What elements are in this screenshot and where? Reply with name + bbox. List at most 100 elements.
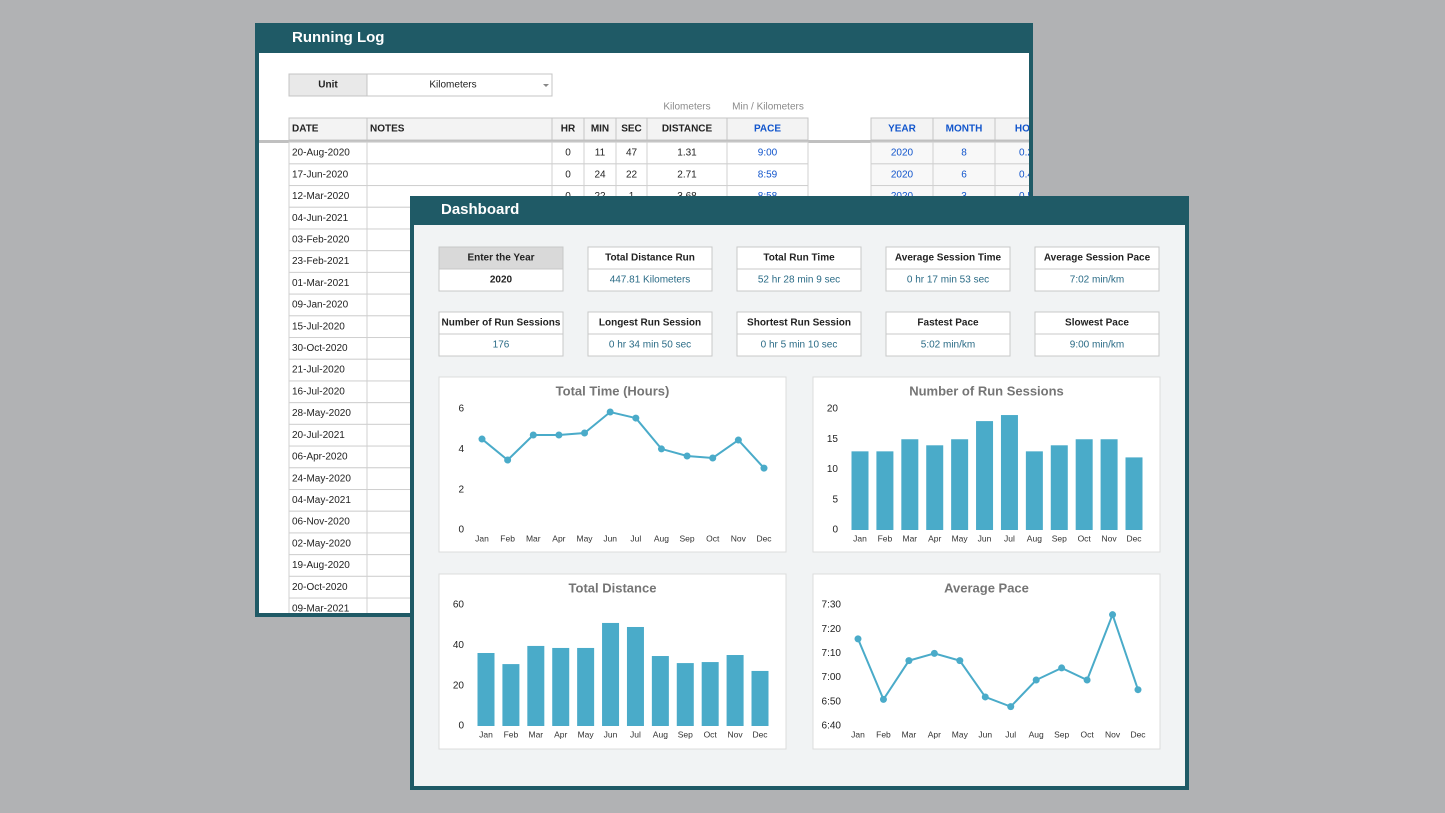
chart-title: Average Pace xyxy=(944,580,1029,595)
y-tick-label: 10 xyxy=(827,464,839,475)
point xyxy=(632,414,640,422)
cell-text: 1.31 xyxy=(677,148,697,159)
point xyxy=(529,431,537,439)
point xyxy=(1007,703,1015,711)
x-tick-label: May xyxy=(952,533,969,543)
cell-text: 0 xyxy=(565,148,571,159)
cell-text: 24 xyxy=(594,169,606,180)
bar xyxy=(901,439,919,530)
chart: Number of Run Sessions 0 5 10 15 20 Jan Feb Mar A… xyxy=(812,376,1161,553)
bar xyxy=(1050,445,1068,530)
x-tick-label: Aug xyxy=(1029,729,1044,739)
point xyxy=(956,657,964,665)
y-tick-label: 7:20 xyxy=(822,624,842,635)
cell-text: 02-May-2020 xyxy=(292,538,351,549)
card-value: 176 xyxy=(493,340,510,351)
y-tick-label: 0 xyxy=(458,525,464,536)
card-value: 9:00 min/km xyxy=(1070,340,1124,351)
card-value-cell xyxy=(587,268,713,292)
card-value-cell[interactable] xyxy=(438,268,564,292)
column-header: HR xyxy=(561,124,576,135)
column-header: MIN xyxy=(591,124,609,135)
distance-unit: Kilometers xyxy=(663,102,710,113)
x-tick-label: Dec xyxy=(756,533,772,543)
column-header: DATE xyxy=(292,124,319,135)
column-header: DISTANCE xyxy=(662,124,713,135)
x-tick-label: May xyxy=(952,729,969,739)
cell-text: 20-Aug-2020 xyxy=(292,148,350,159)
point xyxy=(657,445,665,453)
x-tick-label: Oct xyxy=(706,533,720,543)
card-value-cell xyxy=(736,268,862,292)
column-header: PACE xyxy=(754,124,781,135)
unit-value[interactable]: Kilometers xyxy=(429,80,476,91)
x-tick-label: Dec xyxy=(752,729,768,739)
cell-text: 11 xyxy=(595,148,606,159)
card-value: 0 hr 5 min 10 sec xyxy=(761,340,838,351)
bar xyxy=(527,645,545,726)
point xyxy=(1058,664,1066,672)
cell-text: 6 xyxy=(961,169,967,180)
x-tick-label: Sep xyxy=(1054,729,1069,739)
cell-text: 24-May-2020 xyxy=(292,473,351,484)
x-tick-label: Apr xyxy=(928,729,941,739)
card-value-cell xyxy=(1034,268,1160,292)
x-tick-label: Jul xyxy=(1005,729,1016,739)
bar xyxy=(602,622,620,726)
x-tick-label: Dec xyxy=(1130,729,1146,739)
y-tick-label: 20 xyxy=(827,404,839,415)
cell-text: 0 xyxy=(565,169,571,180)
x-tick-label: Mar xyxy=(902,729,917,739)
unit-dropdown[interactable] xyxy=(366,73,553,97)
point xyxy=(930,649,938,657)
card-label: Average Session Time xyxy=(895,253,1002,264)
point xyxy=(854,635,862,643)
card-value-cell xyxy=(438,333,564,357)
y-tick-label: 15 xyxy=(827,434,839,445)
card-value[interactable]: 2020 xyxy=(490,275,513,286)
card-label: Total Run Time xyxy=(763,253,835,264)
cell-text: 2020 xyxy=(891,169,914,180)
chart-title: Total Distance xyxy=(569,580,657,595)
chart-frame xyxy=(438,376,787,553)
x-tick-label: Feb xyxy=(876,729,891,739)
column-header: HOU xyxy=(1015,124,1037,135)
bar xyxy=(1025,451,1043,530)
x-tick-label: Dec xyxy=(1126,533,1142,543)
point xyxy=(879,695,887,703)
point xyxy=(478,435,486,443)
bar xyxy=(502,664,520,726)
bar xyxy=(951,439,969,530)
y-tick-label: 6:40 xyxy=(822,721,842,732)
cell-text: 16-Jul-2020 xyxy=(292,386,345,397)
card-value-cell xyxy=(736,333,862,357)
point xyxy=(981,693,989,701)
chart: Total Time (Hours) 0 2 4 6 Jan Feb Mar Apr May Jun… xyxy=(438,376,787,553)
cell-text: 09-Mar-2021 xyxy=(292,604,350,615)
cell-text: 20-Oct-2020 xyxy=(292,582,348,593)
y-tick-label: 2 xyxy=(458,484,464,495)
cell-text: 23-Feb-2021 xyxy=(292,256,350,267)
pace-unit: Min / Kilometers xyxy=(732,102,804,113)
x-tick-label: Apr xyxy=(928,533,941,543)
card-label: Number of Run Sessions xyxy=(442,318,561,329)
x-tick-label: Feb xyxy=(504,729,519,739)
chart: Total Distance 0 20 40 60 Jan Feb Mar Apr May Jun J… xyxy=(438,573,787,750)
y-tick-label: 4 xyxy=(458,444,464,455)
x-tick-label: Oct xyxy=(1080,729,1094,739)
bar xyxy=(926,445,944,530)
cell-text: 12-Mar-2020 xyxy=(292,191,350,202)
bar xyxy=(1100,439,1118,530)
column-header: MONTH xyxy=(946,124,983,135)
card-label: Longest Run Session xyxy=(599,318,701,329)
x-tick-label: Nov xyxy=(1105,729,1121,739)
cell xyxy=(366,141,553,165)
cell-text: 21-Jul-2020 xyxy=(292,365,345,376)
point xyxy=(760,464,768,472)
column-header: SEC xyxy=(621,124,642,135)
card-value-cell xyxy=(587,333,713,357)
x-tick-label: Jan xyxy=(475,533,489,543)
x-tick-label: Mar xyxy=(902,533,917,543)
